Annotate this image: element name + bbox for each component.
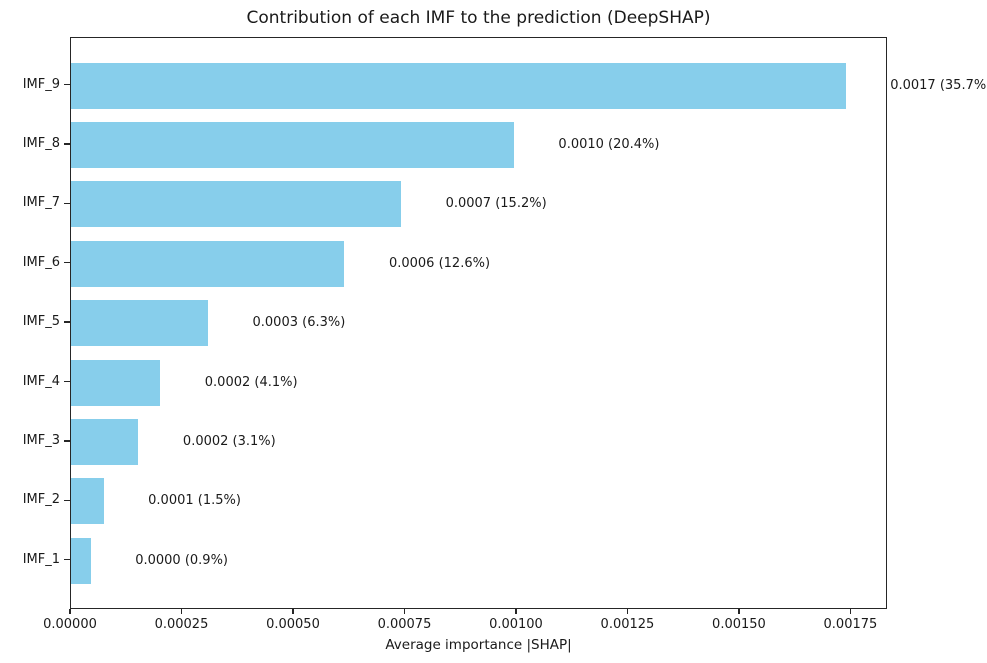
y-tick-label-imf_9: IMF_9 — [22, 76, 60, 92]
plot-area: 0.0017 (35.7%) 0.0010 (20.4%) 0.0007 (15.2… — [70, 37, 987, 609]
bar-value-label-imf_6: 0.0006 (12.6%) — [388, 255, 491, 271]
y-tick-label-imf_7: IMF_7 — [22, 195, 60, 211]
x-tick-label-0.00075: 0.00075 — [377, 617, 432, 632]
x-tick-mark — [626, 609, 629, 614]
y-tick-mark — [64, 321, 70, 323]
bar-value-label-imf_8: 0.0010 (20.4%) — [558, 136, 660, 152]
x-tick-mark — [69, 609, 71, 614]
y-tick-mark — [64, 83, 70, 86]
bar-value-label-imf_5: 0.0003 (6.3%) — [252, 315, 346, 331]
bar-imf_6 — [71, 240, 345, 287]
y-tick-mark — [64, 262, 70, 264]
x-tick-mark — [738, 609, 740, 614]
x-tick-label-0.00000: 0.00000 — [43, 617, 97, 632]
y-tick-mark — [64, 143, 70, 145]
y-tick-mark — [64, 559, 70, 561]
bar-value-label-imf_4: 0.0002 (4.1%) — [204, 374, 298, 390]
y-tick-label-imf_3: IMF_3 — [22, 432, 60, 448]
x-axis-label: Average importance |SHAP| — [385, 637, 572, 653]
x-tick-label-0.00050: 0.00050 — [266, 617, 320, 632]
x-tick-label-0.00150: 0.00150 — [712, 617, 766, 632]
bar-imf_3 — [71, 418, 139, 465]
bar-imf_9 — [71, 62, 846, 109]
x-tick-mark — [515, 609, 517, 614]
x-tick-label-0.00100: 0.00100 — [489, 617, 543, 632]
bar-value-label-imf_3: 0.0002 (3.1%) — [182, 433, 276, 449]
x-tick-mark — [292, 609, 294, 614]
bar-imf_8 — [71, 121, 514, 168]
bar-value-label-imf_1: 0.0000 (0.9%) — [135, 552, 228, 568]
y-tick-label-imf_6: IMF_6 — [22, 254, 60, 270]
y-tick-label-imf_8: IMF_8 — [22, 135, 60, 151]
bar-value-label-imf_9: 0.0017 (35.7%) — [890, 77, 987, 93]
y-tick-label-imf_1: IMF_1 — [22, 551, 60, 567]
x-tick-label-0.00175: 0.00175 — [823, 617, 878, 632]
bar-imf_2 — [71, 478, 104, 525]
x-tick-label-0.00125: 0.00125 — [600, 617, 655, 632]
x-tick-mark — [849, 609, 852, 614]
y-tick-label-imf_5: IMF_5 — [22, 314, 60, 330]
y-tick-mark — [64, 499, 70, 501]
y-tick-label-imf_2: IMF_2 — [22, 492, 60, 508]
y-tick-mark — [64, 440, 70, 442]
x-tick-label-0.00025: 0.00025 — [154, 617, 209, 632]
y-tick-mark — [64, 202, 70, 204]
bar-imf_1 — [71, 537, 91, 584]
bar-value-label-imf_2: 0.0001 (1.5%) — [148, 493, 241, 509]
x-tick-mark — [403, 609, 406, 614]
bar-imf_4 — [71, 359, 161, 406]
bar-imf_5 — [71, 300, 208, 347]
chart-title: Contribution of each IMF to the predicti… — [246, 8, 711, 28]
y-tick-label-imf_4: IMF_4 — [22, 373, 60, 389]
bar-value-label-imf_7: 0.0007 (15.2%) — [445, 196, 547, 212]
y-tick-mark — [64, 380, 70, 383]
x-tick-mark — [180, 609, 183, 614]
bar-imf_7 — [71, 181, 401, 228]
